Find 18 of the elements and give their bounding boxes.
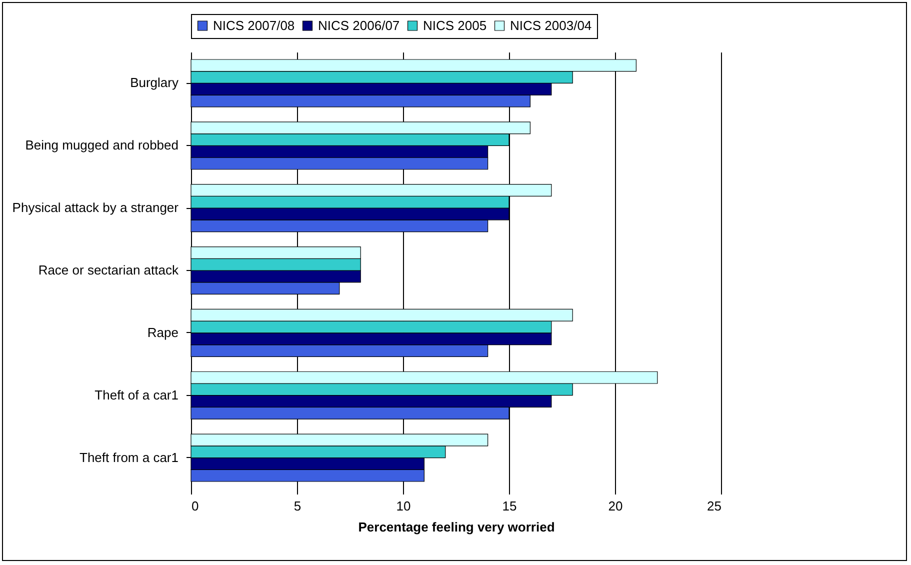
y-tick-label: Theft of a car1 <box>94 387 178 402</box>
x-axis-title: Percentage feeling very worried <box>358 520 555 534</box>
y-tick-label: Being mugged and robbed <box>25 138 178 153</box>
y-tick-label: Rape <box>147 324 178 340</box>
legend-label: NICS 2005 <box>423 18 487 33</box>
legend-label: NICS 2003/04 <box>510 18 592 33</box>
x-tick-label: 15 <box>502 498 517 514</box>
legend-label: NICS 2007/08 <box>213 18 295 33</box>
y-tick-label: Burglary <box>130 75 179 90</box>
x-tick-label: 25 <box>707 498 722 514</box>
legend-label: NICS 2006/07 <box>318 18 400 33</box>
x-tick-label: 5 <box>294 498 302 514</box>
y-tick-label: Race or sectarian attack <box>38 262 179 278</box>
x-tick-label: 10 <box>396 498 411 514</box>
x-tick-label: 20 <box>608 498 623 514</box>
x-tick-label: 0 <box>192 498 199 514</box>
y-tick-label: Physical attack by a stranger <box>12 200 180 216</box>
y-tick-label: Theft from a car1 <box>80 450 178 465</box>
